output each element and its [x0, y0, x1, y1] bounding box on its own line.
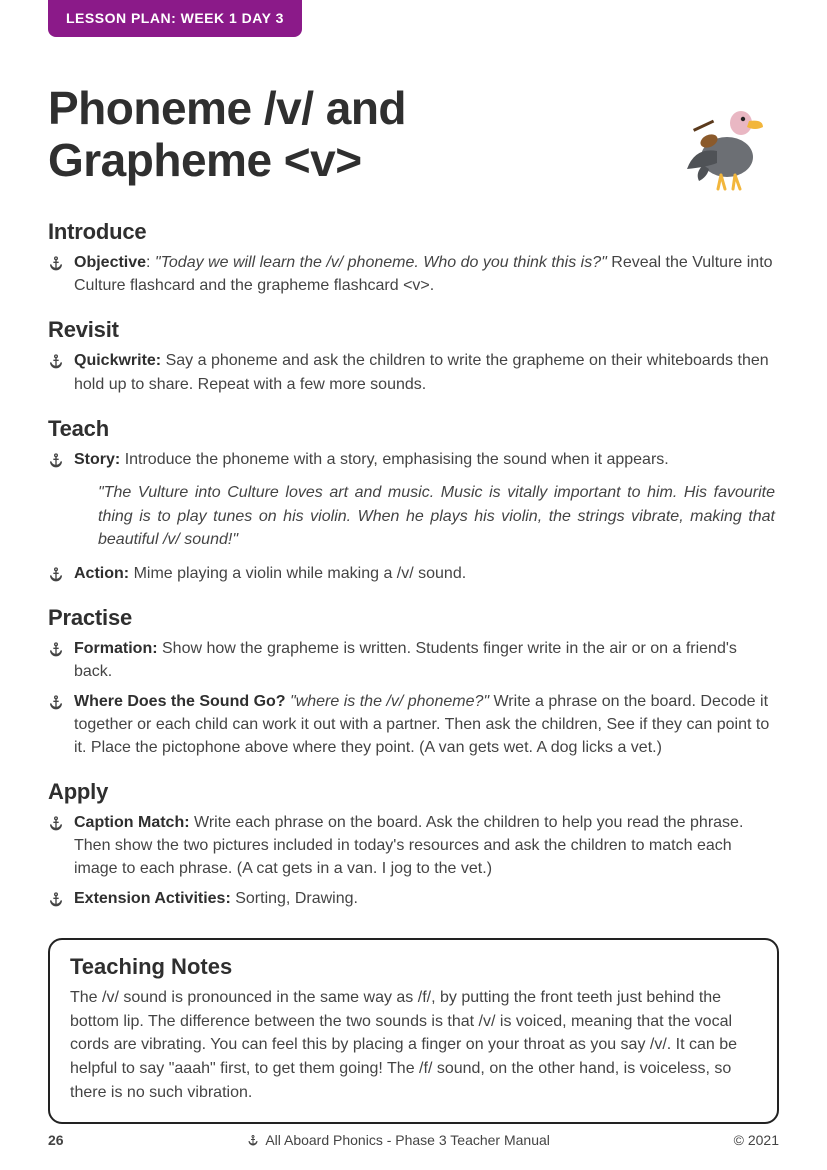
teaching-notes-heading: Teaching Notes	[70, 954, 757, 980]
item-lead: Caption Match:	[74, 814, 190, 831]
page-title: Phoneme /v/ and Grapheme <v>	[48, 83, 568, 186]
anchor-icon	[48, 255, 64, 271]
anchor-icon	[48, 641, 64, 657]
item-lead: Formation:	[74, 640, 158, 657]
item-text: Show how the grapheme is written. Studen…	[74, 640, 737, 680]
item-lead: Objective	[74, 254, 146, 271]
anchor-icon	[48, 353, 64, 369]
anchor-icon	[48, 566, 64, 582]
list-item: Extension Activities: Sorting, Drawing.	[48, 887, 779, 910]
list-item: Story: Introduce the phoneme with a stor…	[48, 448, 779, 471]
section-heading: Apply	[48, 779, 779, 805]
page-footer: 26 All Aboard Phonics - Phase 3 Teacher …	[48, 1132, 779, 1148]
vulture-with-violin-icon	[669, 89, 779, 199]
item-text: Say a phoneme and ask the children to wr…	[74, 352, 769, 392]
item-quote: "where is the /v/ phoneme?"	[290, 693, 489, 710]
lesson-plan-tab: LESSON PLAN: WEEK 1 DAY 3	[48, 0, 302, 37]
list-item: Formation: Show how the grapheme is writ…	[48, 637, 779, 683]
footer-center-text: All Aboard Phonics - Phase 3 Teacher Man…	[265, 1132, 550, 1148]
anchor-icon	[48, 815, 64, 831]
section-list: Story: Introduce the phoneme with a stor…	[48, 448, 779, 471]
section-heading: Practise	[48, 605, 779, 631]
teaching-notes-box: Teaching Notes The /v/ sound is pronounc…	[48, 938, 779, 1124]
section-heading: Revisit	[48, 317, 779, 343]
story-quote: "The Vulture into Culture loves art and …	[98, 481, 779, 552]
section-heading: Teach	[48, 416, 779, 442]
item-text: Mime playing a violin while making a /v/…	[134, 565, 467, 582]
section-list: Caption Match: Write each phrase on the …	[48, 811, 779, 910]
anchor-icon	[247, 1134, 259, 1146]
list-item: Action: Mime playing a violin while maki…	[48, 562, 779, 585]
section-list: Quickwrite: Say a phoneme and ask the ch…	[48, 349, 779, 395]
footer-copyright: © 2021	[734, 1132, 779, 1148]
anchor-icon	[48, 694, 64, 710]
anchor-icon	[48, 891, 64, 907]
footer-center: All Aboard Phonics - Phase 3 Teacher Man…	[247, 1132, 550, 1148]
item-lead: Action:	[74, 565, 129, 582]
item-lead: Story:	[74, 451, 120, 468]
anchor-icon	[48, 452, 64, 468]
section-list: Formation: Show how the grapheme is writ…	[48, 637, 779, 759]
page-number: 26	[48, 1132, 64, 1148]
item-lead: Extension Activities:	[74, 890, 231, 907]
section-heading: Introduce	[48, 219, 779, 245]
list-item: Caption Match: Write each phrase on the …	[48, 811, 779, 881]
list-item: Quickwrite: Say a phoneme and ask the ch…	[48, 349, 779, 395]
list-item: Where Does the Sound Go? "where is the /…	[48, 690, 779, 760]
teaching-notes-body: The /v/ sound is pronounced in the same …	[70, 986, 757, 1104]
section-list: Action: Mime playing a violin while maki…	[48, 562, 779, 585]
item-quote: "Today we will learn the /v/ phoneme. Wh…	[155, 254, 607, 271]
item-text: Sorting, Drawing.	[235, 890, 358, 907]
section-list: Objective: "Today we will learn the /v/ …	[48, 251, 779, 297]
item-lead: Where Does the Sound Go?	[74, 693, 286, 710]
item-lead: Quickwrite:	[74, 352, 161, 369]
item-text: Introduce the phoneme with a story, emph…	[125, 451, 669, 468]
list-item: Objective: "Today we will learn the /v/ …	[48, 251, 779, 297]
